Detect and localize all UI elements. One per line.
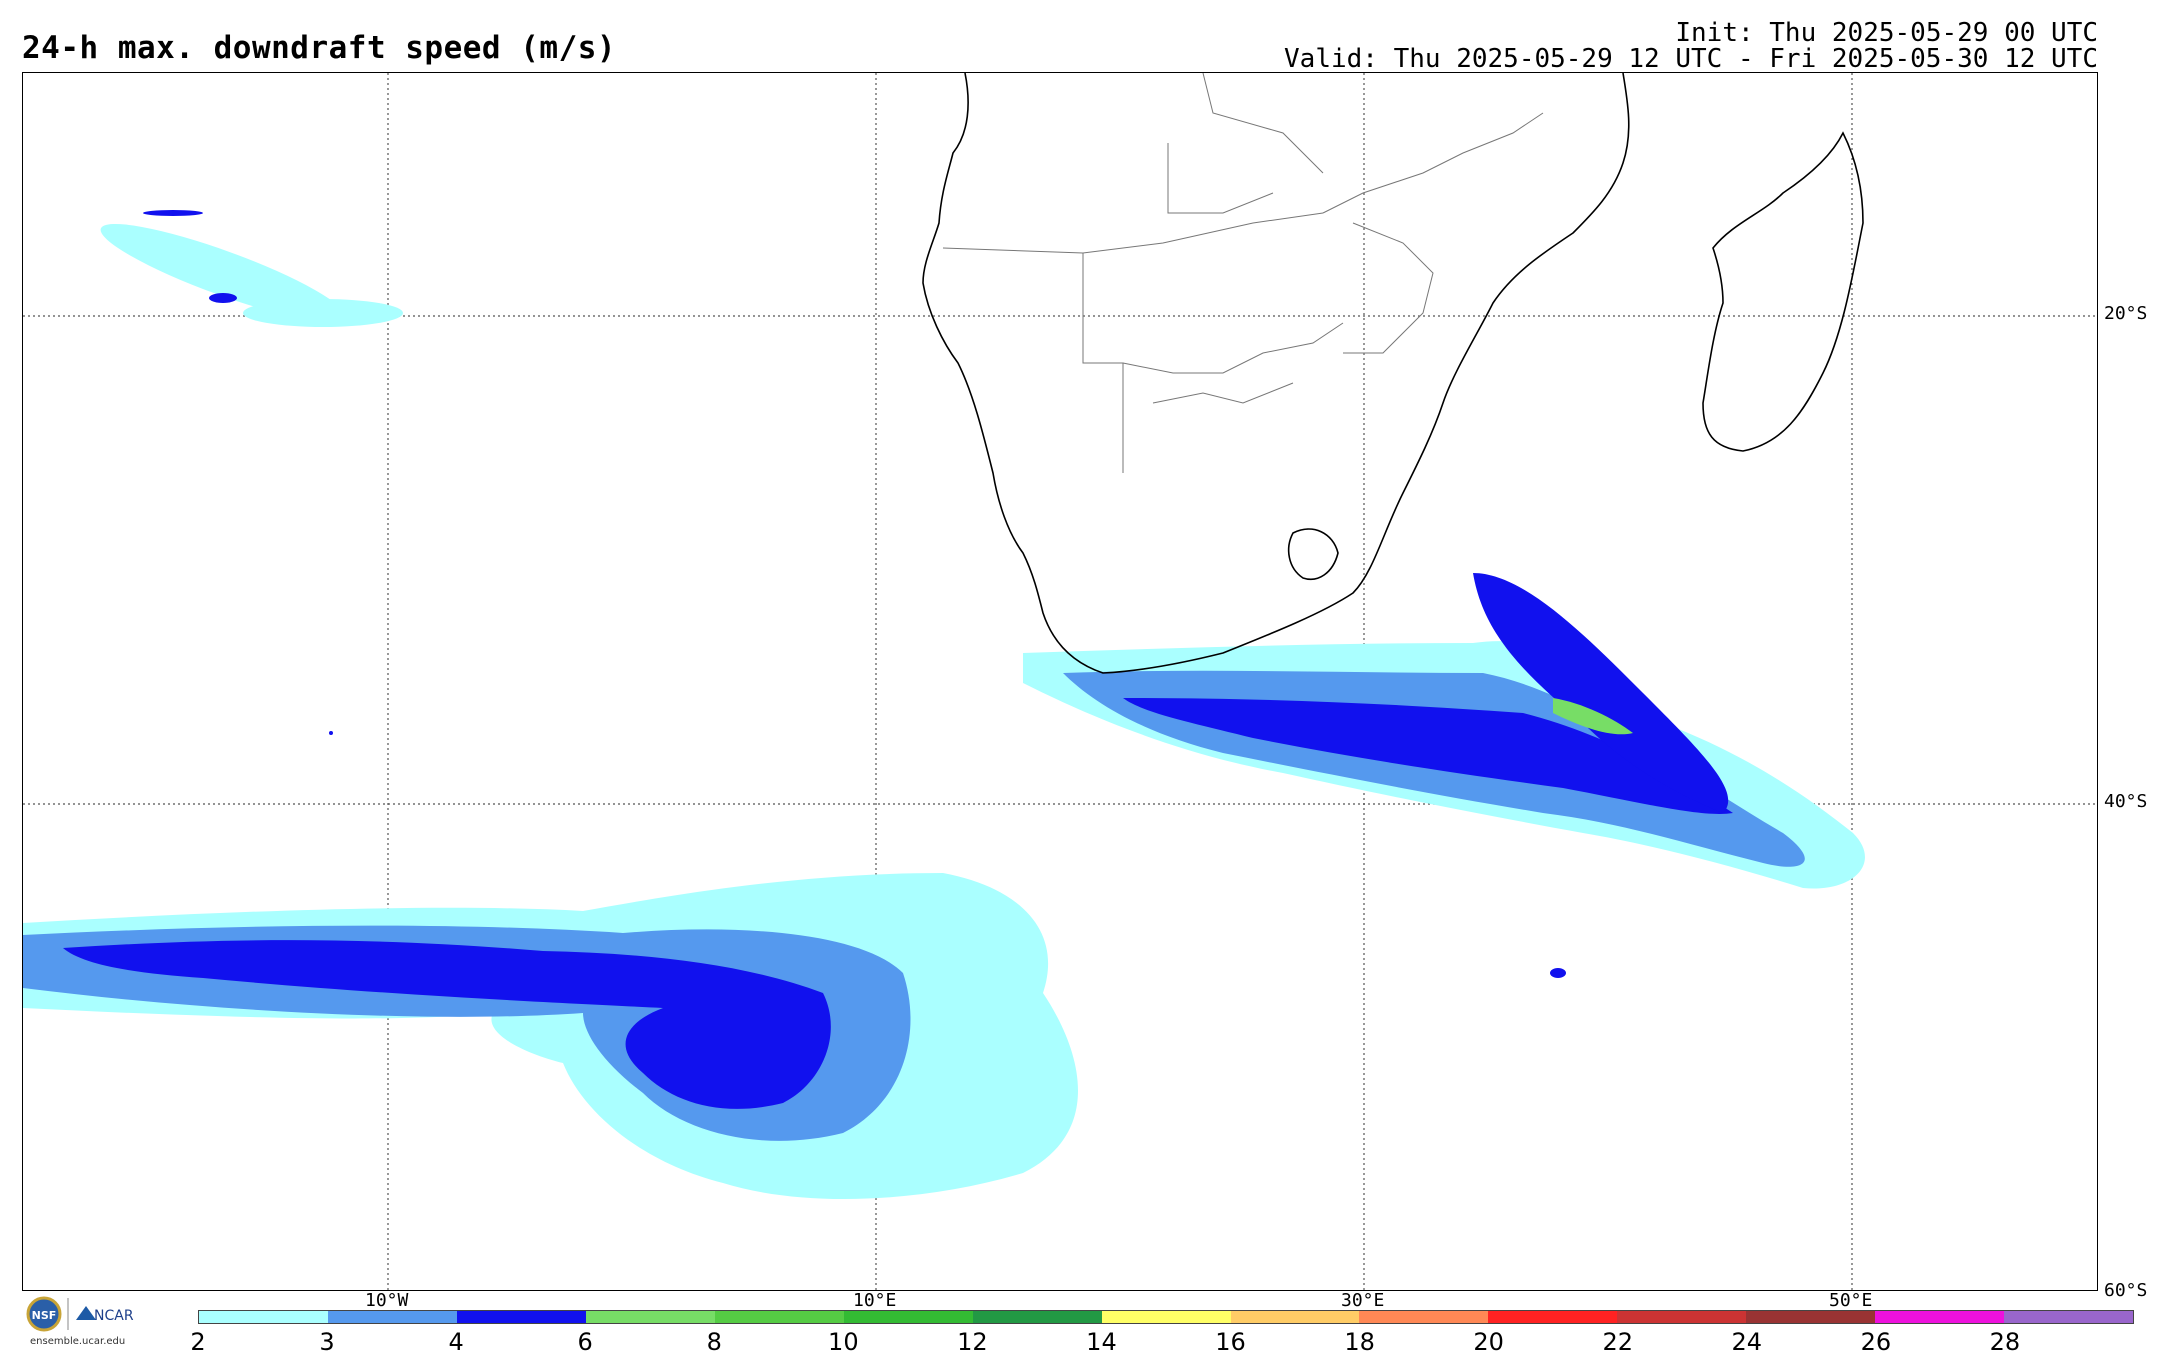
colorbar-swatch (1359, 1311, 1489, 1323)
colorbar-tick: 16 (1215, 1328, 1246, 1356)
colorbar-swatch (1746, 1311, 1876, 1323)
downdraft-field-indian (1023, 573, 1865, 889)
colorbar-tick: 22 (1602, 1328, 1633, 1356)
colorbar-swatch (843, 1311, 973, 1323)
colorbar-tick: 24 (1731, 1328, 1763, 1356)
colorbar-swatch (1230, 1311, 1360, 1323)
colorbar-tick: 4 (448, 1328, 464, 1356)
colorbar-tick: 8 (706, 1328, 722, 1356)
colorbar-swatch (585, 1311, 715, 1323)
colorbar-tick: 26 (1860, 1328, 1892, 1356)
colorbar-swatch (1617, 1311, 1747, 1323)
map-canvas (23, 73, 2097, 1290)
colorbar-tick: 28 (1989, 1328, 2021, 1356)
colorbar-tick: 10 (828, 1328, 859, 1356)
colorbar-tick: 14 (1086, 1328, 1117, 1356)
colorbar-tick: 6 (577, 1328, 593, 1356)
logo-url: ensemble.ucar.edu (30, 1336, 126, 1347)
lon-label-10e: 10°E (853, 1290, 897, 1311)
colorbar-swatch (2004, 1311, 2134, 1323)
init-time: Init: Thu 2025-05-29 00 UTC (1675, 18, 2098, 48)
colorbar-swatch (1488, 1311, 1618, 1323)
colorbar-swatch (714, 1311, 844, 1323)
colorbar-tick: 20 (1473, 1328, 1504, 1356)
coastlines (922, 73, 1864, 674)
colorbar-tick: 12 (957, 1328, 988, 1356)
nsf-ncar-logo: NSF NCAR (24, 1296, 154, 1350)
lat-label-60s: 60°S (2104, 1280, 2148, 1301)
downdraft-field-nw (100, 223, 403, 327)
colorbar-swatch (199, 1311, 328, 1323)
lat-label-40s: 40°S (2104, 791, 2148, 812)
time-info: Init: Thu 2025-05-29 00 UTC Valid: Thu 2… (1284, 20, 2098, 72)
lat-label-20s: 20°S (2104, 303, 2148, 324)
colorbar-tick: 18 (1344, 1328, 1375, 1356)
svg-text:NSF: NSF (32, 1309, 57, 1322)
colorbar-swatch (327, 1311, 457, 1323)
colorbar-tick: 2 (190, 1328, 206, 1356)
colorbar-swatch (1875, 1311, 2005, 1323)
country-borders (942, 73, 1544, 473)
colorbar (198, 1310, 2134, 1324)
valid-time: Valid: Thu 2025-05-29 12 UTC - Fri 2025-… (1284, 44, 2098, 74)
map-title: 24-h max. downdraft speed (m/s) (22, 30, 617, 66)
lon-label-30e: 30°E (1341, 1290, 1385, 1311)
svg-text:NCAR: NCAR (94, 1308, 134, 1324)
colorbar-swatch (972, 1311, 1102, 1323)
colorbar-swatch (456, 1311, 586, 1323)
map-panel[interactable] (22, 72, 2098, 1291)
colorbar-tick: 3 (319, 1328, 335, 1356)
downdraft-field-atlantic (23, 873, 1078, 1200)
colorbar-swatch (1101, 1311, 1231, 1323)
lon-label-10w: 10°W (365, 1290, 409, 1311)
lon-label-50e: 50°E (1829, 1290, 1873, 1311)
